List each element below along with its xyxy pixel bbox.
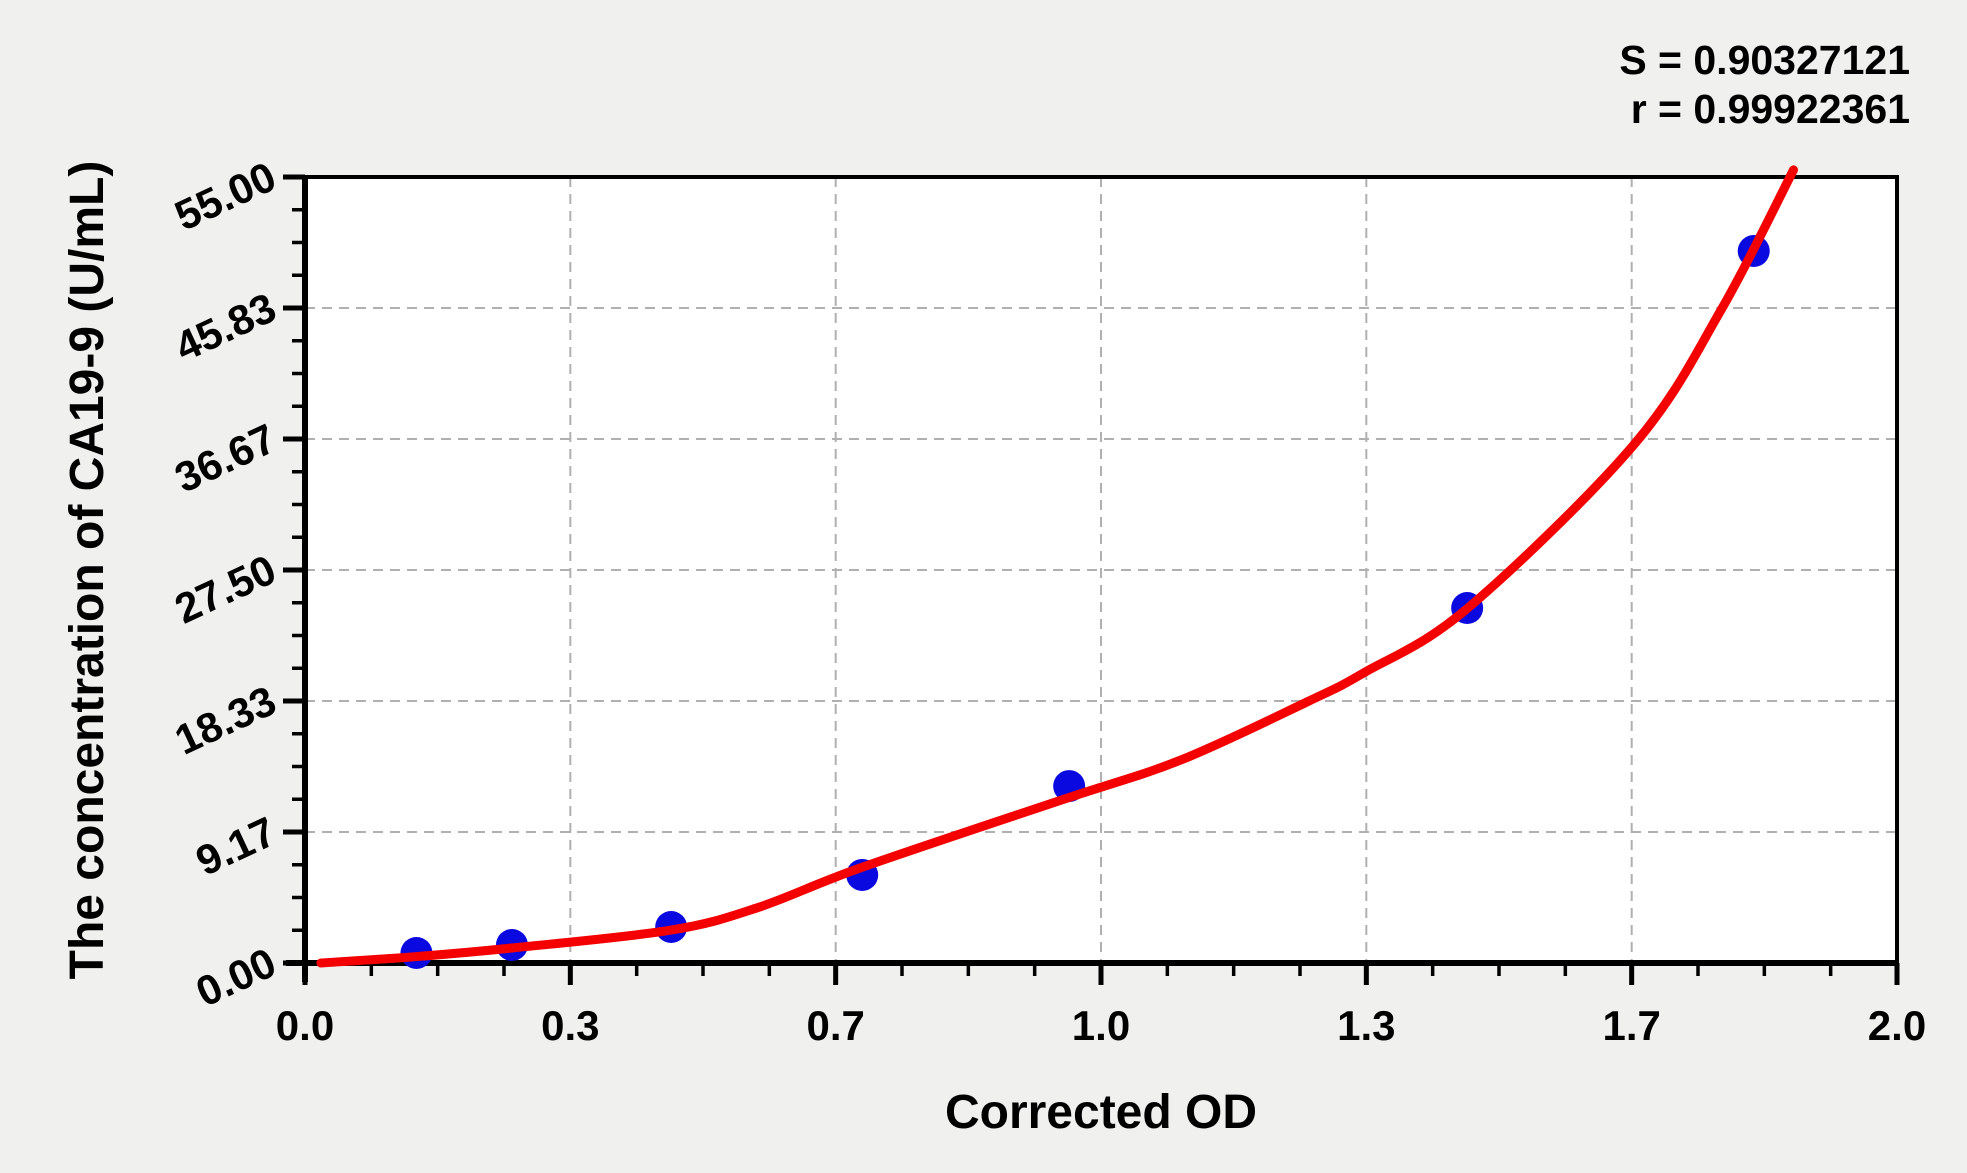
y-tick-label: 45.83	[168, 284, 283, 371]
x-tick-label: 1.7	[1602, 1002, 1660, 1049]
fitted-curve	[316, 165, 1798, 968]
x-tick-label: 0.7	[806, 1002, 864, 1049]
axis-ticks	[283, 174, 1900, 985]
fit-statistics: S = 0.90327121 r = 0.99922361	[1619, 36, 1910, 134]
y-tick-label: 36.67	[168, 415, 283, 502]
y-tick-labels: 0.00 9.17 18.33 27.50 36.67 45.83 55.00	[168, 153, 283, 1016]
y-tick-label: 9.17	[189, 808, 283, 885]
x-tick-labels: 0.0 0.3 0.7 1.0 1.3 1.7 2.0	[276, 1002, 1926, 1049]
y-tick-label: 27.50	[168, 546, 283, 633]
s-statistic: S = 0.90327121	[1619, 37, 1910, 83]
y-tick-label: 55.00	[168, 153, 283, 240]
x-tick-label: 1.0	[1072, 1002, 1130, 1049]
y-tick-label: 18.33	[168, 677, 283, 764]
x-axis-title: Corrected OD	[944, 1086, 1258, 1139]
y-tick-label: 0.00	[189, 939, 283, 1016]
x-tick-label: 2.0	[1868, 1002, 1926, 1049]
x-tick-label: 1.3	[1337, 1002, 1395, 1049]
r-statistic: r = 0.99922361	[1630, 86, 1910, 132]
x-tick-label: 0.0	[276, 1002, 334, 1049]
grid-lines	[305, 177, 1897, 963]
x-tick-label: 0.3	[541, 1002, 599, 1049]
